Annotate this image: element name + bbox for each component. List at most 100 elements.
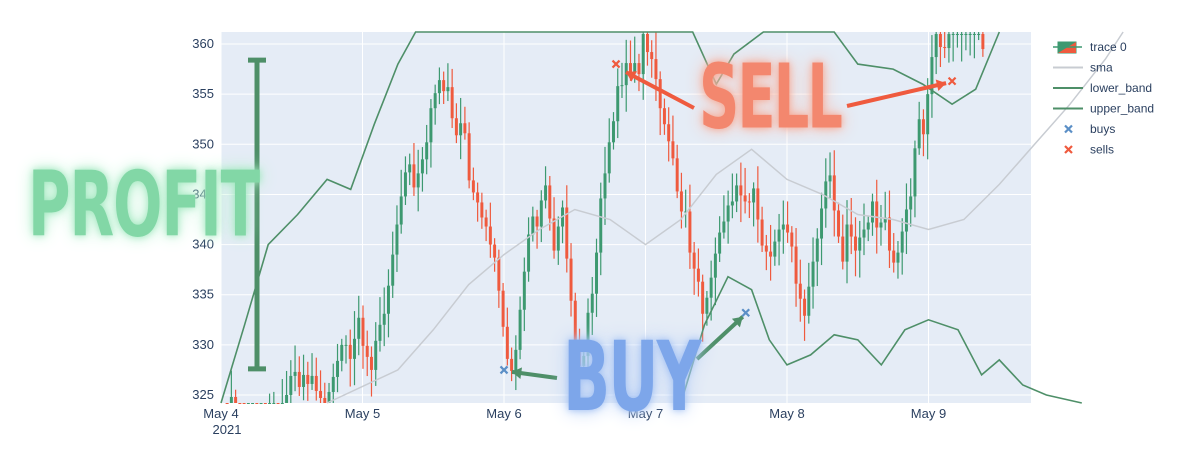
candle [582,347,586,376]
candle-body [425,142,429,160]
candle-body [314,375,318,391]
candle-body [730,201,734,206]
candle-body [943,47,947,49]
candle-body [463,123,467,134]
candle-body [811,261,815,287]
candle [743,167,747,214]
candle-body [238,403,242,404]
candle [684,189,688,228]
candle-body [450,87,454,119]
candle-body [658,79,662,109]
candle [832,150,836,237]
candle [488,202,492,258]
candle-body [272,403,276,404]
legend-item[interactable]: sma [1053,61,1113,75]
sma-line [326,31,1124,404]
candle-body [684,211,688,213]
candle [391,231,395,298]
candle [569,243,573,317]
candle-body [442,80,446,92]
legend-swatch-marker [1064,124,1073,134]
candle [981,32,985,57]
y-tick-label: 360 [192,36,214,51]
candle-body [875,201,879,228]
candle [573,292,577,368]
candle-body [403,172,407,197]
candle [803,289,807,341]
candle [837,202,841,243]
candle [777,213,781,266]
candle-body [798,283,802,299]
sell-marker [611,59,621,69]
candle [688,184,692,269]
candle-body [764,245,768,252]
candle-body [446,87,450,92]
candle [972,32,976,59]
candle-body [981,34,985,50]
candle [395,205,399,272]
legend-item[interactable]: upper_band [1053,102,1154,116]
candle [756,166,760,243]
candle [892,233,896,273]
candle [955,32,959,48]
candle [934,32,938,75]
candle-body [437,80,441,94]
legend-item[interactable]: trace 0 [1053,40,1127,54]
legend-item[interactable]: lower_band [1053,81,1152,95]
candle-body [310,375,314,384]
candle-body [297,371,301,387]
candle-body [471,180,475,193]
candle-body [926,94,930,135]
candle-body [760,219,764,246]
candle [505,307,509,366]
y-tick-label: 335 [192,287,214,302]
candle [926,78,930,160]
candle-body [692,252,696,269]
candle-body [862,229,866,238]
candle-body [701,281,705,314]
sell-arrow-left [625,70,695,110]
candle-body [467,133,471,181]
candle-body [726,205,730,222]
candle-body [578,340,582,366]
sell-arrow-left-head [626,71,637,82]
candle [480,192,484,229]
candle-body [679,191,683,212]
candle-body [654,59,658,80]
candle-body [535,216,539,227]
annotation-arrows [248,57,947,380]
candle [790,226,794,263]
y-tick-label: 355 [192,86,214,101]
candle [552,197,556,259]
candle [302,354,306,401]
candle [234,389,238,403]
candle-body [599,198,603,253]
candle-body [412,164,416,188]
candle-body [628,63,632,74]
candle [527,217,531,282]
x-tick-label: May 7 [628,406,663,421]
candle [739,162,743,223]
candle [522,257,526,332]
candle [255,403,259,404]
candle [225,403,229,404]
candle-body [336,360,339,377]
candle-body [921,119,925,135]
candle-body [522,271,526,310]
candle-body [416,173,420,188]
candle [353,311,356,386]
candle [548,175,552,231]
candle-body [242,403,246,404]
candle [938,32,942,68]
candle [450,68,454,128]
legend-label: trace 0 [1090,40,1127,54]
candle-body [531,216,535,235]
candle-body [807,286,811,316]
candle-body [433,93,437,109]
legend-item[interactable]: sells [1064,143,1114,157]
candle [425,124,429,175]
candle [807,262,811,324]
legend-item[interactable]: buys [1064,122,1115,136]
candle-body [327,391,331,403]
